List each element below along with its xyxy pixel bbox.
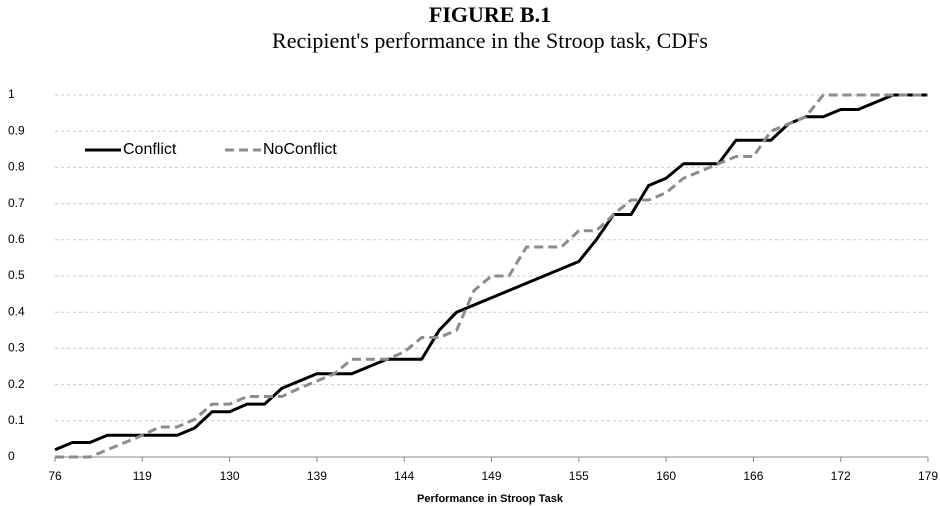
y-tick-label: 0.6 <box>8 232 25 246</box>
chart-subtitle: Recipient's performance in the Stroop ta… <box>272 28 708 53</box>
y-tick-label: 0 <box>8 449 15 463</box>
legend-label: NoConflict <box>263 141 337 158</box>
x-tick-label: 130 <box>220 469 240 483</box>
x-tick-label: 166 <box>743 469 763 483</box>
x-tick-label: 149 <box>481 469 501 483</box>
x-tick-label: 144 <box>394 469 414 483</box>
x-tick-label: 160 <box>656 469 676 483</box>
data-line <box>55 93 928 459</box>
x-axis-label: Performance in Stroop Task <box>417 493 564 505</box>
x-tick-label: 155 <box>569 469 589 483</box>
chart-title: FIGURE B.1 <box>429 2 551 27</box>
y-tick-label: 0.4 <box>8 304 25 318</box>
x-tick-label: 179 <box>918 469 938 483</box>
y-tick-label: 0.9 <box>8 123 25 137</box>
y-tick-label: 0.2 <box>8 377 25 391</box>
y-tick-label: 0.3 <box>8 341 25 355</box>
y-tick-label: 0.5 <box>8 268 25 282</box>
x-tick-label: 119 <box>133 469 152 483</box>
x-tick-label: 139 <box>307 469 327 483</box>
legend-label: Conflict <box>123 141 177 158</box>
y-tick-label: 1 <box>8 87 15 101</box>
data-line <box>54 93 928 452</box>
y-tick-label: 0.1 <box>8 413 25 427</box>
y-tick-label: 0.8 <box>8 160 25 174</box>
x-tick-label: 172 <box>831 469 851 483</box>
x-tick-label: 76 <box>48 469 62 483</box>
y-tick-label: 0.7 <box>8 196 25 210</box>
